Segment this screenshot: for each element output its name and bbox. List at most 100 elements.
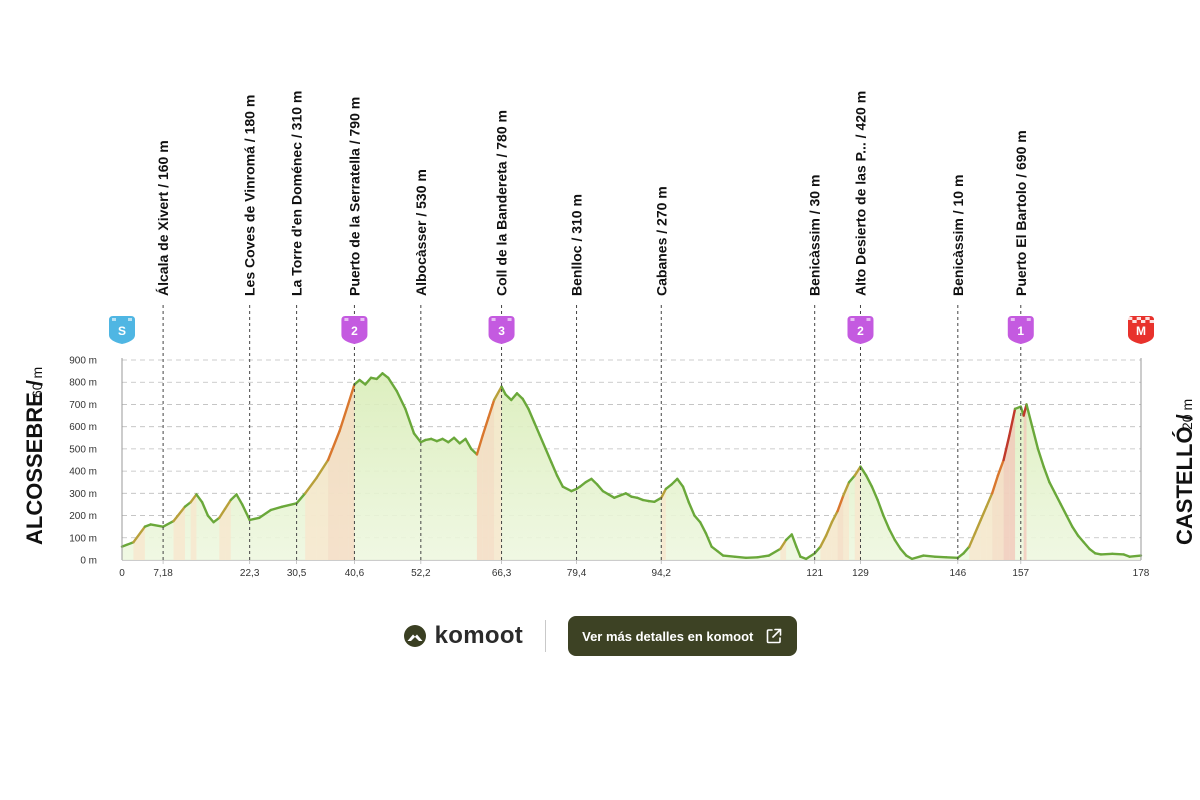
climb-shade bbox=[190, 494, 197, 560]
climb-shade bbox=[488, 400, 495, 560]
climb-shade bbox=[980, 506, 987, 560]
x-tick-label: 129 bbox=[852, 568, 869, 579]
climb-shade bbox=[316, 460, 329, 560]
profile-line-segment bbox=[853, 465, 862, 477]
profile-line-segment bbox=[303, 476, 318, 495]
climb-shade bbox=[826, 522, 832, 560]
waypoint-label: Albocàsser / 530 m bbox=[413, 169, 429, 296]
climb-shade bbox=[992, 475, 998, 560]
badge-notch bbox=[360, 318, 365, 321]
y-tick-label: 0 m bbox=[80, 556, 97, 567]
waypoint-label: Puerto de la Serratella / 790 m bbox=[346, 97, 362, 296]
start-badge: S bbox=[109, 316, 135, 344]
climb-category-badge-shape bbox=[488, 316, 515, 344]
climb-shade bbox=[831, 511, 838, 560]
profile-line-segment bbox=[375, 372, 384, 381]
profile-line-segment bbox=[464, 437, 473, 451]
profile-line-segment bbox=[487, 398, 496, 419]
profile-line-segment bbox=[295, 492, 307, 505]
climb-shade bbox=[348, 384, 355, 560]
start-badge-label: S bbox=[118, 324, 126, 338]
waypoint-label: Cabanes / 270 m bbox=[653, 186, 669, 296]
profile-area bbox=[120, 372, 1143, 561]
climb-shade bbox=[854, 466, 861, 560]
climb-category-badge: 3 bbox=[488, 316, 515, 344]
y-tick-label: 200 m bbox=[69, 511, 97, 522]
x-tick-label: 0 bbox=[119, 568, 125, 579]
climb-shade bbox=[997, 460, 1004, 560]
profile-line-segment bbox=[887, 527, 897, 542]
elevation-profile-chart: 0 m 100 m 200 m 300 m 400 m 500 m 600 m 700 m 80… bbox=[22, 91, 1197, 579]
climb-category-badge: 2 bbox=[341, 316, 368, 344]
profile-line-segment bbox=[532, 421, 542, 437]
profile-line-segment bbox=[859, 465, 868, 477]
profile-line-segment bbox=[842, 481, 851, 497]
profile-line-segment bbox=[847, 474, 856, 484]
endpoint-labels: ALCOSSEBRE / 60 m CASTELLÓ / 20 m bbox=[22, 367, 1197, 545]
waypoint-label: Benicàssim / 10 m bbox=[950, 175, 966, 296]
komoot-logo-icon bbox=[403, 625, 426, 647]
profile-line-segment bbox=[968, 532, 977, 548]
komoot-brand[interactable]: komoot bbox=[403, 622, 523, 650]
x-tick-label: 40,6 bbox=[345, 568, 365, 579]
profile-line-segment bbox=[660, 487, 668, 499]
profile-line-segment bbox=[804, 552, 816, 561]
climb-category-badge-shape bbox=[1007, 316, 1034, 344]
profile-line-segment bbox=[1031, 425, 1040, 451]
profile-line-segment bbox=[538, 434, 547, 451]
profile-line-segment bbox=[979, 505, 988, 522]
climb-shade bbox=[482, 417, 489, 560]
climb-shade bbox=[969, 533, 975, 560]
profile-line-segment bbox=[189, 493, 198, 504]
profile-line-segment bbox=[315, 458, 330, 479]
y-tick-label: 100 m bbox=[69, 533, 97, 544]
climb-category-badge-label: 2 bbox=[857, 324, 864, 338]
profile-line-segment bbox=[515, 392, 524, 401]
checker-cell bbox=[1136, 317, 1141, 320]
waypoint-badges: 2 3 2 1 S M bbox=[109, 316, 1154, 344]
profile-line-segment bbox=[161, 519, 175, 528]
x-tick-label: 178 bbox=[1133, 568, 1150, 579]
profile-line-segment bbox=[1088, 547, 1097, 555]
profile-line-segment bbox=[830, 509, 839, 524]
climb-category-badge-label: 2 bbox=[351, 324, 358, 338]
profile-line-segment bbox=[590, 477, 599, 486]
profile-line-segment bbox=[824, 521, 834, 537]
profile-line-segment bbox=[595, 483, 605, 493]
y-tick-label: 400 m bbox=[69, 467, 97, 478]
waypoint-label: La Torre d'en Doménec / 310 m bbox=[289, 91, 305, 296]
badge-notch bbox=[344, 318, 349, 321]
start-name-label: ALCOSSEBRE / bbox=[22, 380, 47, 545]
profile-line-segment bbox=[676, 477, 685, 488]
profile-line-segment bbox=[510, 392, 519, 402]
x-tick-label: 7,18 bbox=[153, 568, 173, 579]
waypoint-label: Benlloc / 310 m bbox=[569, 194, 585, 296]
profile-line-segment bbox=[183, 501, 192, 508]
profile-line-segment bbox=[1048, 481, 1057, 495]
view-more-details-button[interactable]: Ver más detalles en komoot bbox=[568, 616, 798, 656]
profile-line-segment bbox=[670, 477, 679, 486]
profile-line-segment bbox=[338, 403, 350, 433]
profile-line-segment bbox=[412, 432, 423, 444]
x-tick-label: 157 bbox=[1012, 568, 1029, 579]
waypoint-label: Les Coves de Vinromá / 180 m bbox=[242, 95, 258, 296]
profile-line-segment bbox=[1042, 465, 1051, 484]
profile-line-segment bbox=[120, 541, 135, 548]
profile-line-segment bbox=[704, 532, 713, 548]
badge-notch bbox=[1026, 318, 1031, 321]
climb-shade bbox=[837, 495, 844, 560]
profile-line-segment bbox=[813, 545, 822, 555]
badge-notch bbox=[491, 318, 496, 321]
profile-line-segment bbox=[819, 534, 828, 548]
climb-shade bbox=[974, 520, 981, 560]
profile-line-segment bbox=[521, 397, 530, 411]
badge-notch bbox=[1010, 318, 1015, 321]
climb-shade bbox=[1009, 408, 1016, 560]
x-tick-labels: 0 7,18 22,3 30,5 40,6 52,2 66,3 79,4 94,2 121 129 1… bbox=[119, 560, 1150, 579]
komoot-wordmark: komoot bbox=[434, 622, 524, 649]
climb-shade bbox=[225, 500, 231, 560]
axes bbox=[121, 358, 1142, 560]
profile-line-segment bbox=[229, 493, 238, 502]
profile-line-segment bbox=[1082, 541, 1091, 551]
profile-line-segment bbox=[653, 496, 663, 503]
